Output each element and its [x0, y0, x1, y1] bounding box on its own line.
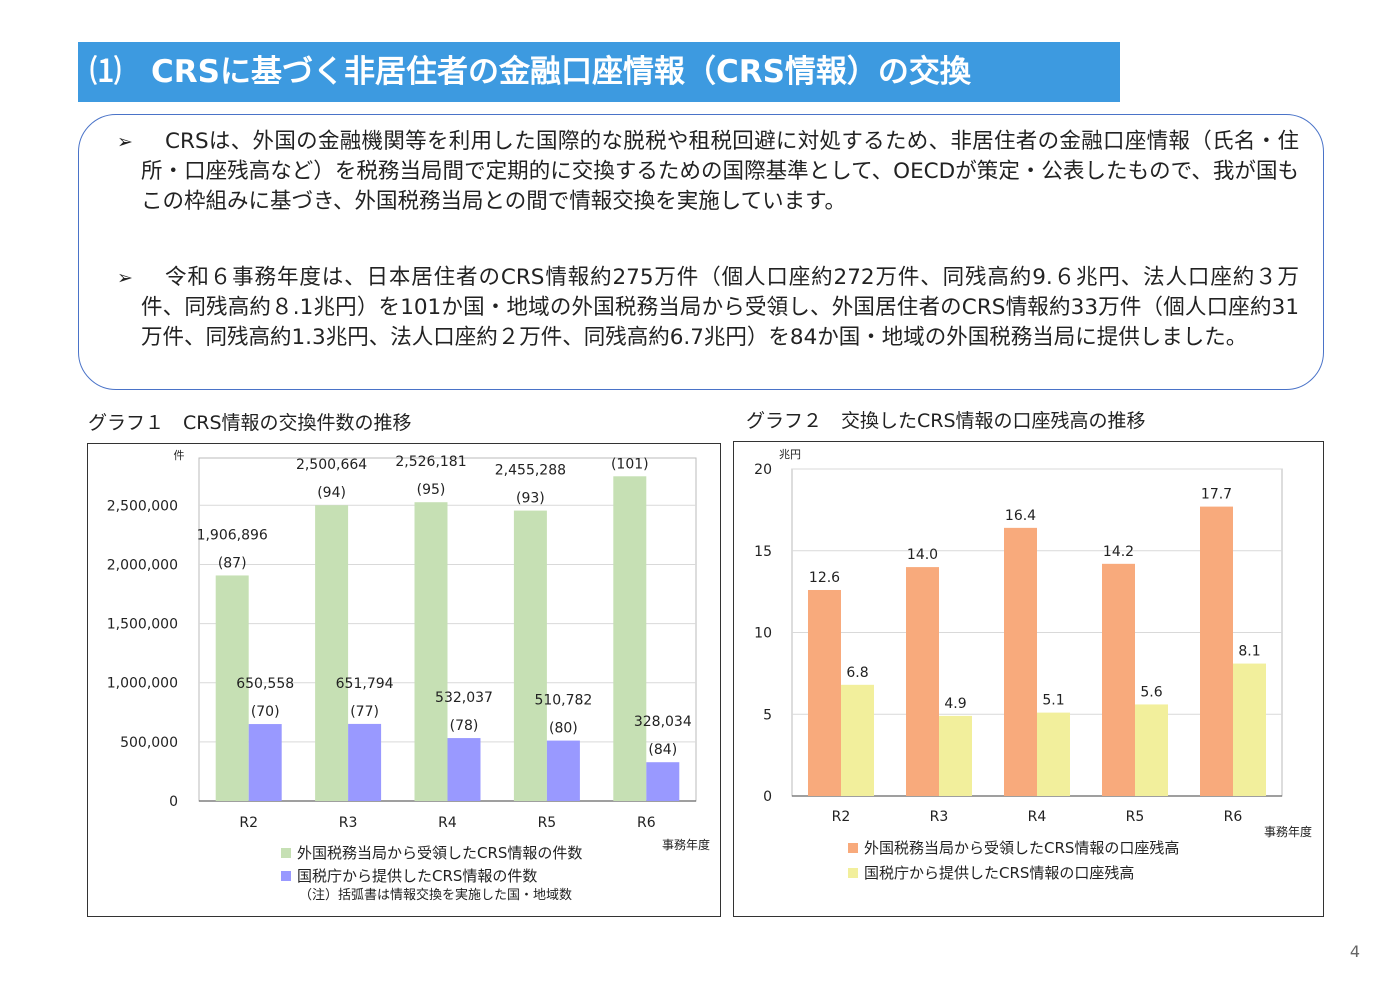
description-box: ➢ CRSは、外国の金融機関等を利用した国際的な脱税や租税回避に対処するため、非… — [78, 114, 1324, 390]
graph2-y-tick-label: 0 — [763, 789, 772, 805]
graph2-bar-received — [1102, 563, 1135, 796]
page-title-bar: ⑴ CRSに基づく非居住者の金融口座情報（CRS情報）の交換 — [78, 42, 1120, 102]
arrow-bullet-icon: ➢ — [117, 131, 133, 153]
graph2-bar-received — [906, 567, 939, 796]
graph2-bar-provided — [1135, 704, 1168, 796]
graph1-y-tick-label: 1,500,000 — [107, 617, 178, 633]
graph2-bar-received — [1004, 527, 1037, 796]
graph1-y-unit-label: 件 — [174, 449, 185, 462]
graph2-title: グラフ２ 交換したCRS情報の口座残高の推移 — [746, 410, 1146, 432]
graph2-legend-swatch — [848, 868, 858, 878]
graph1-bar-received — [613, 476, 647, 801]
graph2-data-label: 16.4 — [1005, 508, 1036, 524]
graph1-country-count-label: (94) — [317, 485, 346, 501]
graph1-x-axis-label: 事務年度 — [662, 837, 710, 852]
graph1-y-tick-label: 500,000 — [120, 735, 178, 751]
graph1-y-tick-label: 0 — [169, 794, 178, 810]
graph1-x-tick-label: R5 — [538, 815, 557, 831]
page-number: 4 — [1349, 942, 1360, 961]
page-title: CRSに基づく非居住者の金融口座情報（CRS情報）の交換 — [151, 54, 971, 90]
graph1-y-tick-label: 2,500,000 — [107, 498, 178, 514]
graph2-bar-received — [808, 589, 841, 796]
graph1-bar-provided — [248, 724, 282, 801]
graph1-bar-provided — [546, 740, 580, 801]
graph1-country-count-label: (84) — [648, 742, 677, 758]
graph1-country-count-label: (93) — [516, 491, 545, 507]
graph1-bar-received — [513, 510, 547, 801]
graph2-frame: 0 5 10 15 20 兆円 R2 12.6 6.8 R3 14.0 4.9 R4 16.4 5.1 R5 1… — [733, 441, 1324, 917]
graph2-x-tick-label: R3 — [930, 809, 949, 825]
graph1-bar-provided — [447, 738, 481, 801]
graph2-bar-provided — [841, 684, 874, 796]
graph2-x-tick-label: R2 — [832, 809, 851, 825]
graph1-bar-received — [414, 502, 448, 801]
graph2-data-label: 14.0 — [907, 547, 938, 563]
graph2-data-label: 5.1 — [1042, 693, 1064, 709]
graph2-data-label: 5.6 — [1140, 684, 1162, 700]
graph1-data-label: 651,794 — [336, 676, 394, 692]
graph1-legend-label: 外国税務当局から受領したCRS情報の件数 — [297, 844, 582, 862]
graph1-y-tick-label: 1,000,000 — [107, 676, 178, 692]
graph1-x-tick-label: R2 — [239, 815, 258, 831]
graph1-country-count-label: (80) — [549, 721, 578, 737]
graph2-y-tick-label: 10 — [754, 626, 772, 642]
graph1-data-label: 2,455,288 — [495, 463, 566, 479]
graph1-data-label: 2,500,664 — [296, 457, 367, 473]
graph1-data-label: 532,037 — [435, 690, 493, 706]
graph2-data-label: 12.6 — [809, 570, 840, 586]
graph1-chart: 0 500,000 1,000,000 1,500,000 2,000,000 2,500… — [107, 428, 710, 903]
graph1-data-label: 650,558 — [236, 676, 294, 692]
graph2-x-axis-label: 事務年度 — [1264, 824, 1312, 839]
graph2-data-label: 14.2 — [1103, 544, 1134, 560]
graph2-x-tick-label: R4 — [1028, 809, 1047, 825]
graph2-x-tick-label: R5 — [1126, 809, 1145, 825]
graph1-bar-received — [315, 505, 349, 801]
graph1-legend-swatch — [281, 871, 291, 881]
graph2-bar-provided — [1233, 663, 1266, 796]
graph1-x-tick-label: R4 — [438, 815, 457, 831]
graph1-x-tick-label: R3 — [339, 815, 358, 831]
graph2-bar-received — [1200, 506, 1233, 796]
graph2-legend-label: 外国税務当局から受領したCRS情報の口座残高 — [864, 839, 1179, 857]
graph2-data-label: 8.1 — [1238, 644, 1260, 660]
arrow-bullet-icon: ➢ — [117, 267, 133, 289]
graph2-data-label: 6.8 — [846, 665, 868, 681]
graph1-country-count-label: (95) — [417, 482, 446, 498]
graph1-data-label: 2,526,181 — [395, 454, 466, 470]
graph2-bar-provided — [939, 715, 972, 796]
graph1-data-label: 1,906,896 — [197, 527, 268, 543]
graph1-x-tick-label: R6 — [637, 815, 656, 831]
graph1-country-count-label: (101) — [611, 456, 649, 472]
graph1-frame: 0 500,000 1,000,000 1,500,000 2,000,000 2,500… — [87, 428, 721, 917]
graph2-bar-provided — [1037, 712, 1070, 796]
graph2-data-label: 4.9 — [944, 696, 966, 712]
graph1-y-tick-label: 2,000,000 — [107, 557, 178, 573]
graph1-title: グラフ１ CRS情報の交換件数の推移 — [88, 412, 412, 434]
graph1-legend-swatch — [281, 848, 291, 858]
graph2-y-tick-label: 15 — [754, 544, 772, 560]
graph1-country-count-label: (78) — [450, 718, 479, 734]
graph2-legend-swatch — [848, 843, 858, 853]
graph1-data-label: 510,782 — [534, 693, 592, 709]
section-number: ⑴ — [90, 54, 121, 90]
graph2-data-label: 17.7 — [1201, 487, 1232, 503]
graph1-note: （注）括弧書は情報交換を実施した国・地域数 — [299, 887, 572, 903]
graph2-legend-label: 国税庁から提供したCRS情報の口座残高 — [864, 864, 1134, 882]
graph2-x-tick-label: R6 — [1224, 809, 1243, 825]
graph2-y-tick-label: 5 — [763, 707, 772, 723]
graph1-country-count-label: (70) — [251, 704, 280, 720]
description-text: 令和６事務年度は、日本居住者のCRS情報約275万件（個人口座約272万件、同残… — [141, 265, 1299, 350]
graph1-data-label: 328,034 — [634, 714, 692, 730]
graph2-y-unit-label: 兆円 — [779, 448, 801, 461]
graph2-y-tick-label: 20 — [754, 462, 772, 478]
graph1-bar-provided — [646, 762, 680, 801]
graph2-chart: 0 5 10 15 20 兆円 R2 12.6 6.8 R3 14.0 4.9 R4 16.4 5.1 R5 1… — [754, 448, 1312, 882]
graph1-bar-provided — [348, 723, 382, 801]
graph1-bar-received — [215, 575, 249, 801]
graph1-country-count-label: (87) — [218, 555, 247, 571]
description-text: CRSは、外国の金融機関等を利用した国際的な脱税や租税回避に対処するため、非居住… — [141, 129, 1299, 214]
graph1-legend-label: 国税庁から提供したCRS情報の件数 — [297, 867, 537, 885]
graph1-country-count-label: (77) — [350, 704, 379, 720]
